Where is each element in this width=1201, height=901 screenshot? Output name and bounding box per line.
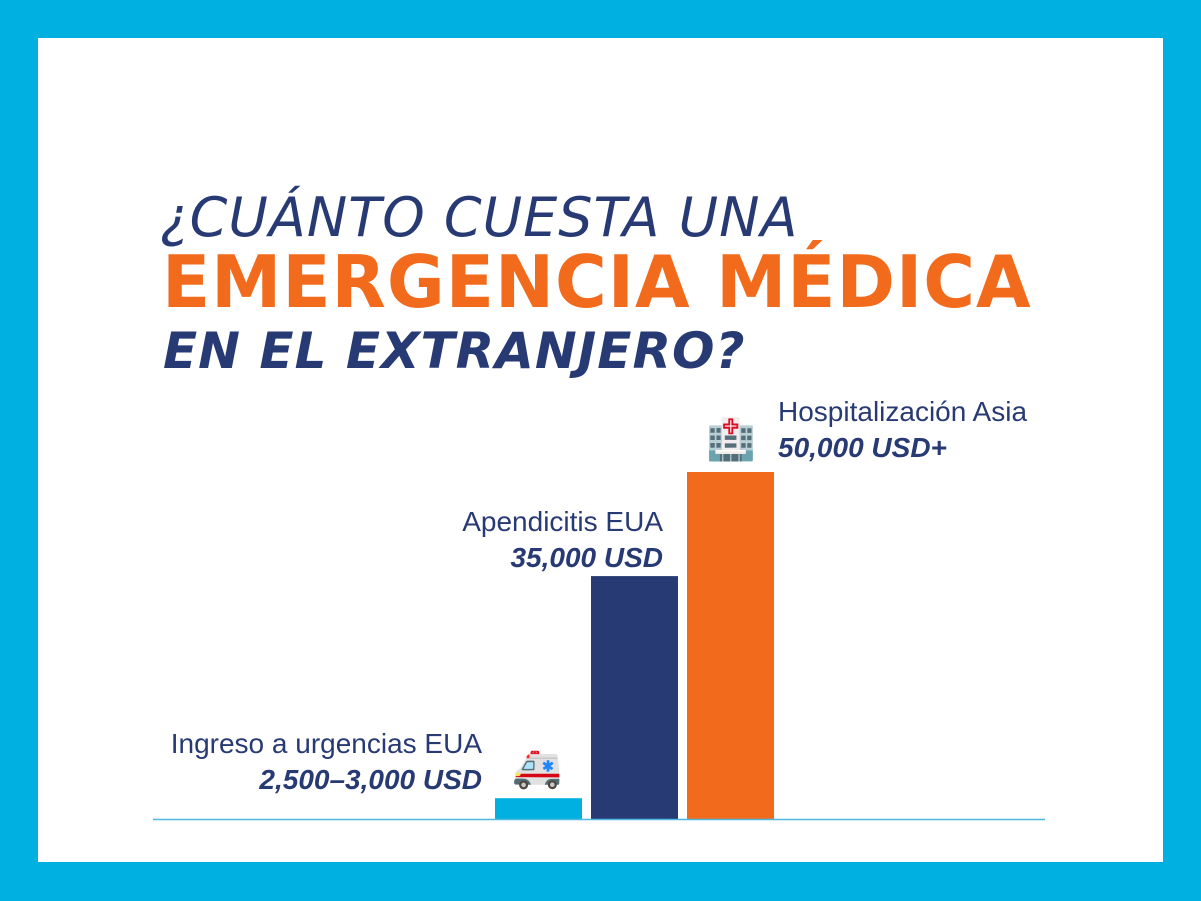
bar-3	[687, 472, 774, 819]
category-label: Hospitalización Asia	[778, 396, 1028, 427]
bar-1	[495, 798, 582, 819]
title-line-1: ¿CUÁNTO CUESTA UNA	[160, 186, 799, 249]
title-line-3: EN EL EXTRANJERO?	[163, 322, 746, 380]
title-line-2: EMERGENCIA MÉDICA	[162, 240, 1032, 324]
value-label: 2,500–3,000 USD	[259, 764, 482, 795]
label-urgencias: Ingreso a urgencias EUA 2,500–3,000 USD	[171, 726, 482, 798]
label-hospitalizacion: Hospitalización Asia 50,000 USD+	[778, 394, 1027, 466]
bar-2	[591, 576, 678, 819]
label-apendicitis: Apendicitis EUA 35,000 USD	[462, 504, 663, 576]
category-label: Ingreso a urgencias EUA	[170, 728, 482, 759]
value-label: 50,000 USD+	[778, 432, 947, 463]
value-label: 35,000 USD	[510, 542, 663, 573]
category-label: Apendicitis EUA	[462, 506, 663, 537]
ambulance-icon: 🚑	[512, 746, 562, 790]
hospital-icon: 🏥	[706, 418, 756, 462]
